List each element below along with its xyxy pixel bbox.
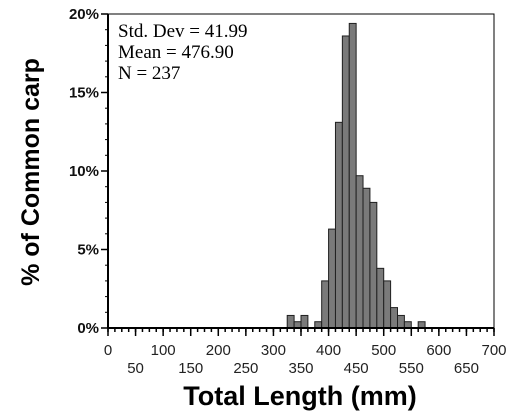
y-tick-label: 0%	[77, 320, 99, 337]
y-tick-label: 15%	[69, 85, 99, 102]
x-tick-label: 150	[178, 360, 203, 377]
x-tick-label: 300	[261, 342, 286, 359]
histogram-bar	[328, 228, 336, 329]
histogram-bar	[321, 280, 330, 329]
histogram-bar	[390, 307, 399, 329]
x-tick-label: 250	[233, 360, 258, 377]
x-tick-label: 600	[426, 342, 451, 359]
x-tick-label: 350	[288, 360, 313, 377]
histogram-bars	[286, 22, 426, 329]
histogram-bar	[383, 280, 392, 329]
axes	[101, 13, 495, 336]
x-tick-label: 400	[316, 342, 341, 359]
stats-n: N = 237	[118, 63, 180, 84]
axis-labels: 0 100 200 300 400 500 600 700 50 150 250 350 450 550 6…	[69, 6, 507, 377]
histogram-bar	[341, 35, 350, 329]
y-tick-label: 5%	[77, 242, 99, 259]
histogram-bar	[362, 187, 371, 329]
y-tick-label: 20%	[69, 6, 99, 23]
y-axis-title: % of Common carp	[17, 58, 45, 286]
x-tick-label: 450	[344, 360, 369, 377]
x-tick-label: 100	[151, 342, 176, 359]
stats-box: Std. Dev = 41.99 Mean = 476.90 N = 237	[118, 21, 247, 84]
histogram-bar	[286, 314, 295, 329]
histogram-bar	[300, 314, 309, 329]
x-tick-label: 700	[481, 342, 506, 359]
histogram-bar	[355, 175, 364, 329]
stats-mean: Mean = 476.90	[118, 42, 234, 63]
x-tick-label: 650	[454, 360, 479, 377]
x-tick-label: 500	[371, 342, 396, 359]
x-tick-label: 50	[127, 360, 144, 377]
y-tick-label: 10%	[69, 163, 99, 180]
x-tick-label: 550	[399, 360, 424, 377]
histogram-bar	[348, 22, 357, 329]
histogram-bar	[397, 314, 405, 329]
x-tick-label: 0	[104, 342, 112, 359]
histogram-bar	[334, 121, 343, 329]
stats-std-dev: Std. Dev = 41.99	[118, 21, 247, 42]
x-axis-title: Total Length (mm)	[183, 381, 416, 411]
x-tick-label: 200	[206, 342, 231, 359]
histogram-bar	[376, 267, 385, 329]
histogram-bar	[369, 201, 378, 329]
